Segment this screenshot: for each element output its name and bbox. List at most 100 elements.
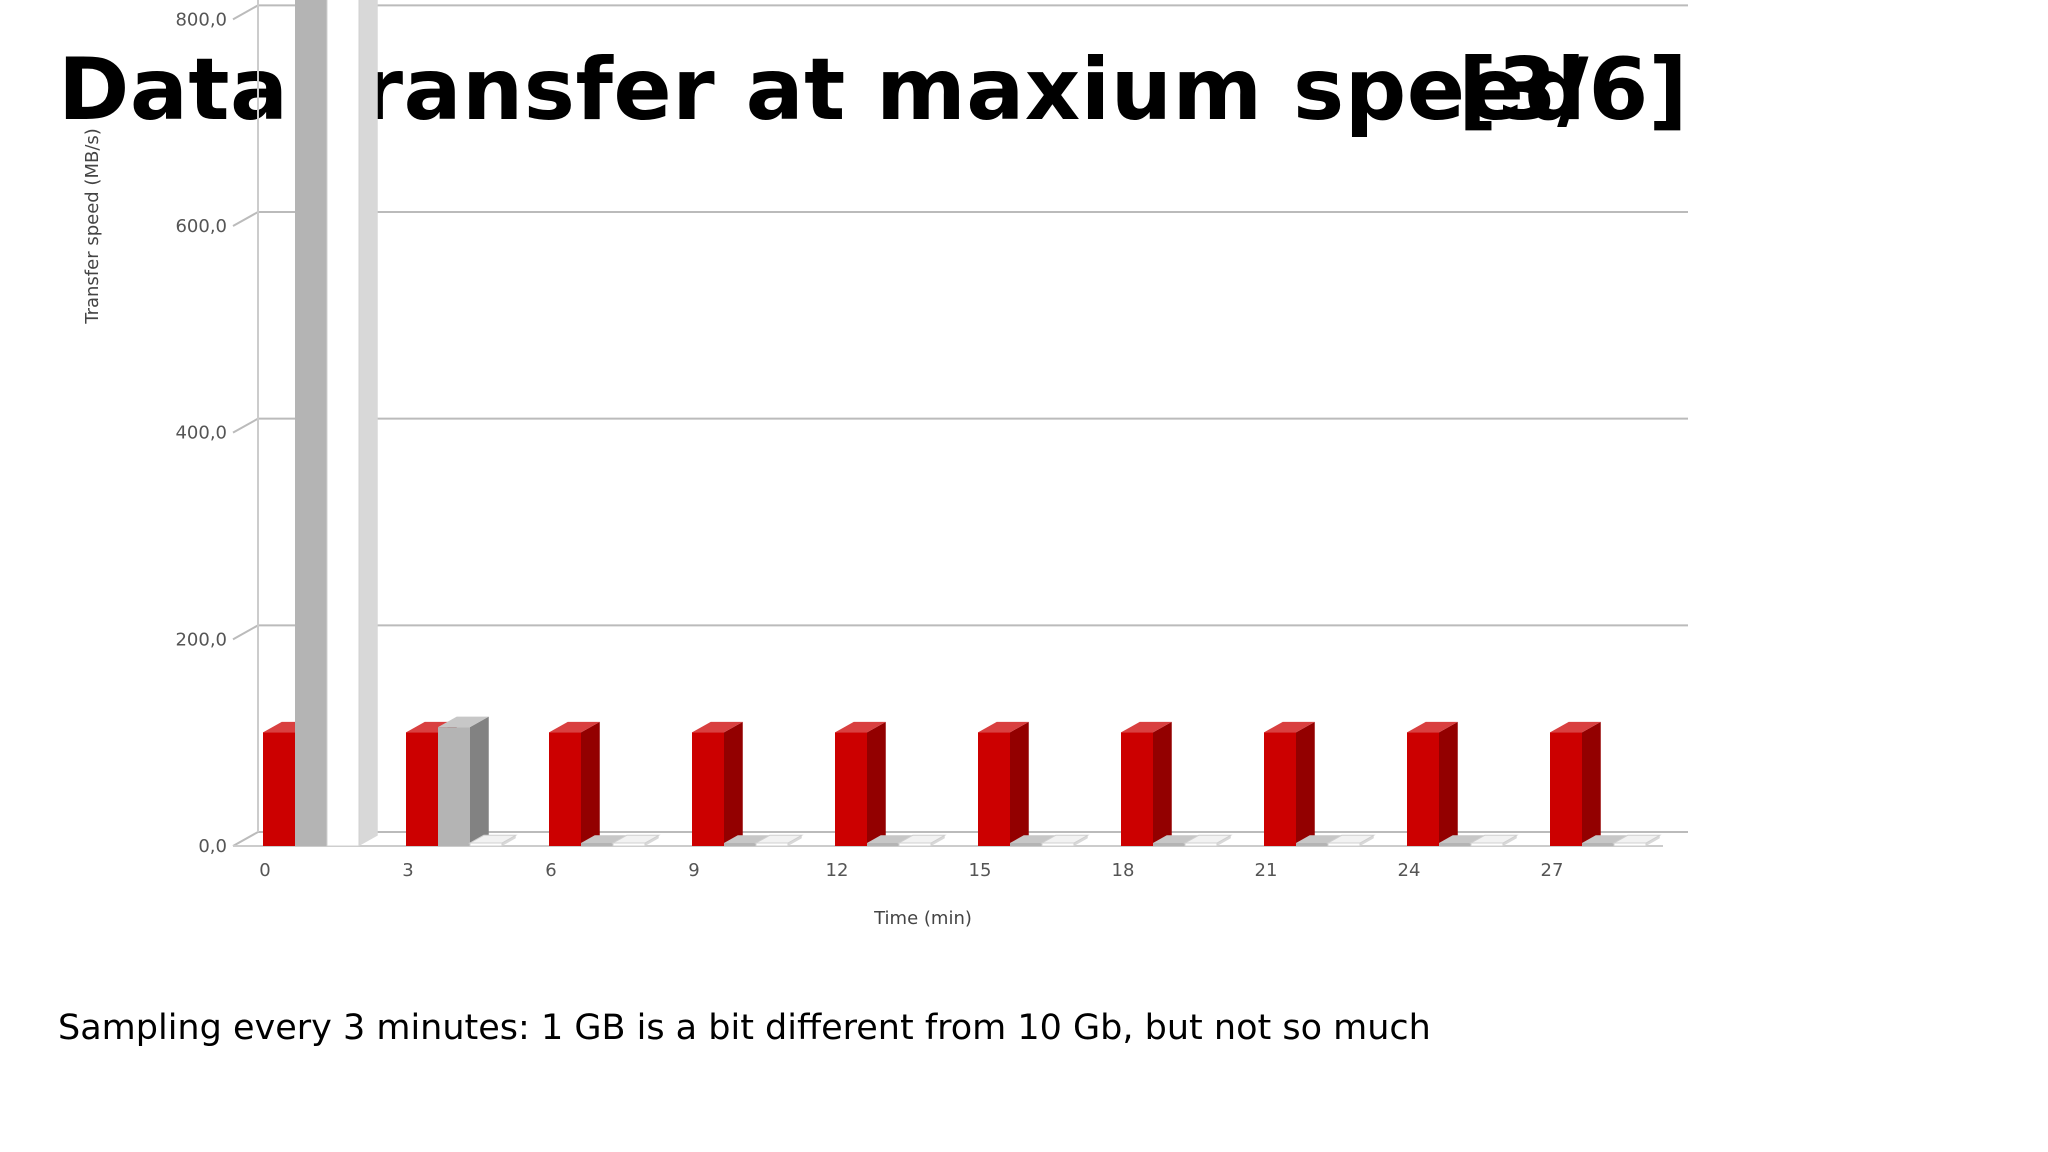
x-tick-label: 6	[545, 860, 556, 881]
y-tick-label: 800,0	[175, 9, 227, 30]
bar-front-face	[1184, 842, 1218, 847]
x-tick-label: 9	[688, 860, 699, 881]
bar-front-face	[867, 843, 899, 846]
series-1-bar	[1407, 721, 1458, 846]
bar-top-face	[835, 721, 886, 733]
bar-front-face	[1550, 732, 1582, 846]
x-tick-label: 21	[1255, 860, 1278, 881]
bar-front-face	[835, 732, 867, 846]
series-3-bar	[611, 834, 661, 847]
series-3-bar	[326, 0, 378, 847]
bar-front-face	[438, 727, 470, 846]
bar-front-face	[581, 843, 613, 846]
bar-side-face	[1582, 721, 1601, 846]
series-3-bar	[1612, 834, 1662, 847]
bar-top-face	[978, 721, 1029, 733]
bar-side-face	[1010, 721, 1029, 846]
x-tick-label: 27	[1541, 860, 1564, 881]
bar-front-face	[1296, 843, 1328, 846]
bar-front-face	[406, 732, 438, 846]
x-tick-label: 0	[259, 860, 270, 881]
bar-front-face	[1010, 843, 1042, 846]
bar-side-face	[470, 716, 489, 846]
slide-counter: [3/6]	[1458, 40, 1688, 140]
bar-top-face	[1296, 835, 1342, 843]
series-1-bar	[1264, 721, 1315, 846]
series-2-bar	[438, 716, 489, 846]
bar-front-face	[1327, 842, 1361, 847]
bar-top-face	[1439, 835, 1485, 843]
bar-front-face	[1121, 732, 1153, 846]
bar-front-face	[295, 0, 327, 847]
series-3-bar	[897, 834, 947, 847]
bar-side-face	[1360, 835, 1374, 846]
bar-front-face	[263, 732, 295, 846]
bar-top-face	[1153, 835, 1199, 843]
bar-top-face	[438, 716, 489, 728]
bar-front-face	[1153, 843, 1185, 846]
y-tick-label: 0,0	[198, 836, 227, 857]
bar-front-face	[1439, 843, 1471, 846]
series-1-bar	[692, 721, 743, 846]
bar-side-face	[867, 721, 886, 846]
bar-top-face	[581, 835, 627, 843]
series-3-bar	[754, 834, 804, 847]
bar-chart: 0,0200,0400,0600,0800,01000,01200,003691…	[82, 0, 1688, 929]
bar-side-face	[502, 835, 516, 846]
y-tick-label: 600,0	[175, 216, 227, 237]
bar-front-face	[692, 732, 724, 846]
y-axis-title: Transfer speed (MB/s)	[82, 128, 103, 325]
bar-side-face	[1439, 721, 1458, 846]
gridline-depth	[232, 624, 259, 641]
bar-top-face	[1264, 721, 1315, 733]
bar-side-face	[359, 0, 378, 846]
bar-side-face	[645, 835, 659, 846]
bar-top-face	[1010, 835, 1056, 843]
bar-side-face	[1074, 835, 1088, 846]
bar-side-face	[1503, 835, 1517, 846]
bar-side-face	[1296, 721, 1315, 846]
bar-side-face	[788, 835, 802, 846]
bar-side-face	[931, 835, 945, 846]
series-1-bar	[978, 721, 1029, 846]
series-1-bar	[835, 721, 886, 846]
bar-side-face	[724, 721, 743, 846]
x-tick-label: 24	[1398, 860, 1421, 881]
bar-front-face	[549, 732, 581, 846]
bar-top-face	[549, 721, 600, 733]
x-tick-label: 12	[826, 860, 849, 881]
series-1-bar	[549, 721, 600, 846]
series-1-bar	[1550, 721, 1601, 846]
series-3-bar	[1040, 834, 1090, 847]
bar-side-face	[1217, 835, 1231, 846]
bar-front-face	[469, 842, 503, 847]
slide-caption: Sampling every 3 minutes: 1 GB is a bit …	[58, 1008, 1431, 1048]
gridline-depth	[232, 417, 259, 434]
bar-front-face	[755, 842, 789, 847]
bar-top-face	[1582, 835, 1628, 843]
bar-front-face	[898, 842, 932, 847]
gridline-depth	[232, 211, 259, 227]
bar-top-face	[692, 721, 743, 733]
series-3-bar	[1326, 834, 1376, 847]
bar-front-face	[1264, 732, 1296, 846]
bar-top-face	[867, 835, 913, 843]
y-tick-label: 400,0	[175, 423, 227, 444]
series-3-bar	[1469, 834, 1519, 847]
bar-front-face	[1582, 843, 1614, 846]
bar-front-face	[978, 732, 1010, 846]
bar-top-face	[1550, 721, 1601, 733]
x-tick-label: 15	[969, 860, 992, 881]
gridline-depth	[232, 831, 259, 847]
bar-front-face	[1041, 842, 1075, 847]
x-tick-label: 18	[1112, 860, 1135, 881]
bar-front-face	[326, 0, 360, 847]
bar-side-face	[1646, 835, 1660, 846]
bar-top-face	[724, 835, 770, 843]
series-3-bar	[468, 834, 518, 847]
bar-top-face	[1121, 721, 1172, 733]
gridline-depth	[232, 4, 259, 21]
bar-front-face	[724, 843, 756, 846]
bar-front-face	[1470, 842, 1504, 847]
series-1-bar	[1121, 721, 1172, 846]
